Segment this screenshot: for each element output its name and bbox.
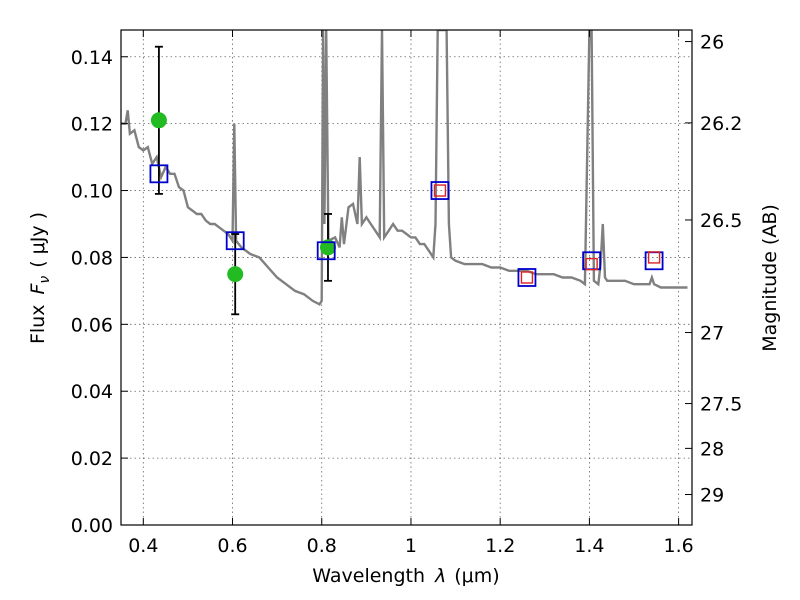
x-tick-label: 0.6 — [217, 535, 247, 557]
x-tick-label: 0.4 — [128, 535, 158, 557]
y2-tick-label: 26.5 — [700, 210, 742, 232]
x-tick-label: 1.4 — [574, 535, 604, 557]
x-tick-label: 1 — [405, 535, 417, 557]
y2-tick-label: 27.5 — [700, 394, 742, 416]
y2-tick-label: 27 — [700, 323, 724, 345]
model-photometry-square — [316, 241, 336, 261]
y-tick-label: 0.04 — [71, 381, 113, 403]
model-photometry-square — [225, 231, 245, 251]
y2-tick-label: 29 — [700, 484, 724, 506]
axes-layer: 0.4 0.6 0.8 1 1.2 1.4 1.6 0.00 0.02 0.04 0.06 0.08 0… — [71, 29, 742, 557]
y-tick-label: 0.14 — [71, 47, 113, 69]
y-tick-label: 0.10 — [71, 181, 113, 203]
observed-point — [319, 239, 336, 256]
x-tick-label: 0.8 — [307, 535, 337, 557]
y2-axis-label: Magnitude (AB) — [759, 204, 781, 352]
y-tick-label: 0.06 — [71, 314, 113, 336]
series-layer — [121, 30, 688, 316]
y2-tick-label: 26.2 — [700, 113, 742, 135]
model-photometry-square — [430, 181, 450, 200]
model-photometry-square — [517, 268, 537, 287]
y-tick-label: 0.12 — [71, 114, 113, 136]
plot-frame — [120, 29, 693, 526]
model-photometry-inner-square — [520, 271, 534, 284]
observed-point — [150, 112, 167, 129]
y2-tick-label: 28 — [700, 438, 724, 460]
model-photometry-square — [149, 164, 169, 184]
model-photometry-inner-square — [647, 251, 661, 264]
y-tick-label: 0.08 — [71, 247, 113, 269]
model-photometry-inner-square — [585, 257, 598, 271]
observed-point — [227, 266, 244, 283]
y-tick-label: 0.00 — [71, 515, 113, 537]
y2-tick-label: 26 — [700, 32, 724, 54]
y-axis-label: FluxFν( μJy ) — [27, 212, 53, 344]
x-tick-label: 1.2 — [485, 535, 515, 557]
x-tick-label: 1.6 — [664, 535, 694, 557]
model-photometry-inner-square — [433, 184, 447, 197]
y-tick-label: 0.02 — [71, 448, 113, 470]
sed-model-line — [121, 30, 688, 306]
x-axis-label: Wavelength λ (μm) — [312, 565, 499, 587]
